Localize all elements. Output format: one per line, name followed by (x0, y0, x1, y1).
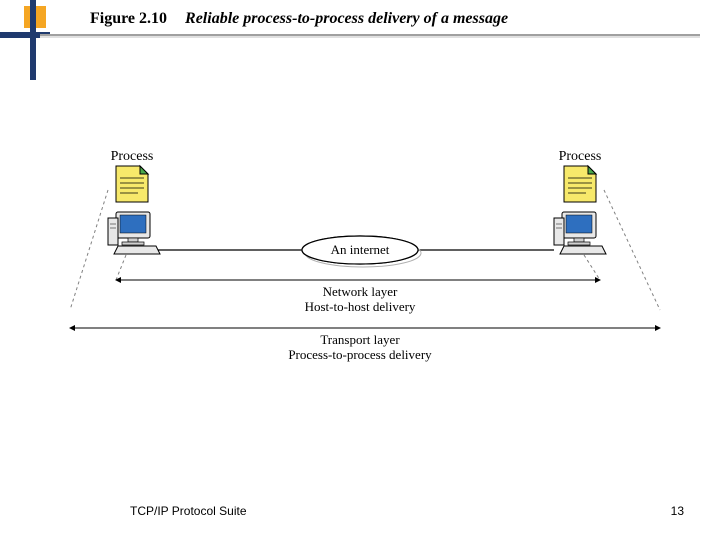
transport-layer-label-1: Transport layer (320, 332, 400, 347)
slide-corner-decor (0, 0, 100, 100)
left-computer-icon (108, 212, 160, 254)
right-computer-icon (554, 212, 606, 254)
figure-title: Figure 2.10 Reliable process-to-process … (90, 10, 700, 28)
diagram: Process Process An internet Network laye… (60, 150, 680, 370)
network-layer-label-1: Network layer (323, 284, 398, 299)
internet-label: An internet (331, 242, 390, 257)
network-layer-label-2: Host-to-host delivery (305, 299, 416, 314)
left-process-label: Process (111, 150, 154, 164)
title-underline (40, 34, 700, 36)
transport-layer-label-2: Process-to-process delivery (288, 347, 432, 362)
page-number: 13 (671, 504, 684, 518)
right-process-label: Process (559, 150, 602, 164)
figure-caption: Reliable process-to-process delivery of … (185, 10, 508, 27)
right-document-icon (564, 166, 596, 202)
figure-number: Figure 2.10 (90, 10, 167, 27)
footer-text: TCP/IP Protocol Suite (130, 504, 247, 518)
left-document-icon (116, 166, 148, 202)
